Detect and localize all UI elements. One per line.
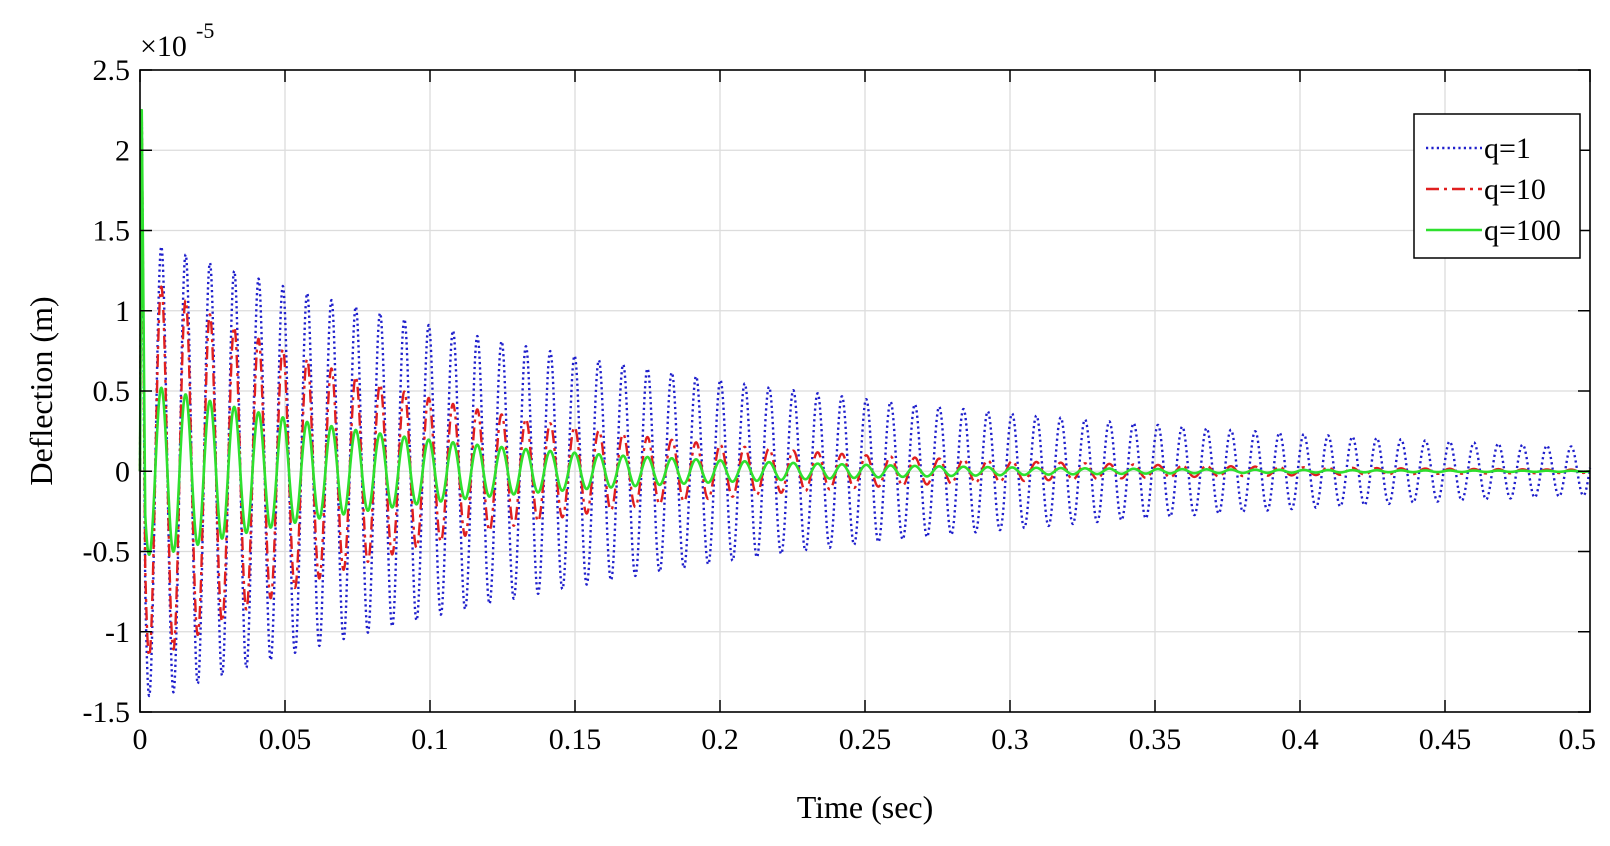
- y-axis-label: Deflection (m): [23, 296, 59, 485]
- y-tick-label: -0.5: [83, 536, 131, 569]
- y-tick-label: 2.5: [93, 54, 131, 87]
- grid-lines: [140, 70, 1590, 712]
- x-tick-label: 0.25: [839, 723, 892, 756]
- series-line-q-100: [138, 108, 1592, 557]
- x-tick-label: 0.2: [701, 723, 739, 756]
- series-line-q-10: [138, 108, 1592, 658]
- x-tick-label: 0: [133, 723, 148, 756]
- y-exponent-power: -5: [196, 18, 214, 43]
- legend-label: q=1: [1484, 132, 1531, 165]
- legend-items: q=1 q=10 q=100: [1426, 132, 1561, 247]
- y-tick-label: 2: [115, 134, 130, 167]
- series-layer: [138, 108, 1592, 698]
- y-tick-label: 0: [115, 455, 130, 488]
- x-tick-label: 0.15: [549, 723, 602, 756]
- x-tick-label: 0.1: [411, 723, 449, 756]
- y-tick-label: 1: [115, 295, 130, 328]
- legend-box: [1413, 113, 1581, 259]
- legend-label: q=100: [1484, 214, 1561, 247]
- x-tick-label: 0.05: [259, 723, 312, 756]
- legend: q=1 q=10 q=100: [1413, 113, 1581, 259]
- x-tick-label: 0.5: [1559, 723, 1597, 756]
- y-tick-labels: -1.5 -1 -0.5 0 0.5 1 1.5 2 2.5: [83, 54, 131, 729]
- y-tick-label: 1.5: [93, 215, 131, 248]
- y-exponent-label: ×10: [140, 30, 187, 63]
- y-tick-label: -1.5: [83, 696, 131, 729]
- x-tick-label: 0.3: [991, 723, 1029, 756]
- x-axis-label: Time (sec): [797, 789, 934, 825]
- tick-marks: [139, 69, 1591, 713]
- x-tick-label: 0.4: [1281, 723, 1319, 756]
- x-tick-label: 0.35: [1129, 723, 1182, 756]
- y-tick-label: -1: [105, 616, 130, 649]
- legend-label: q=10: [1484, 173, 1546, 206]
- x-tick-labels: 0 0.05 0.1 0.15 0.2 0.25 0.3 0.35 0.4 0.45 0.5: [133, 723, 1597, 756]
- y-tick-label: 0.5: [93, 375, 131, 408]
- x-tick-label: 0.45: [1419, 723, 1472, 756]
